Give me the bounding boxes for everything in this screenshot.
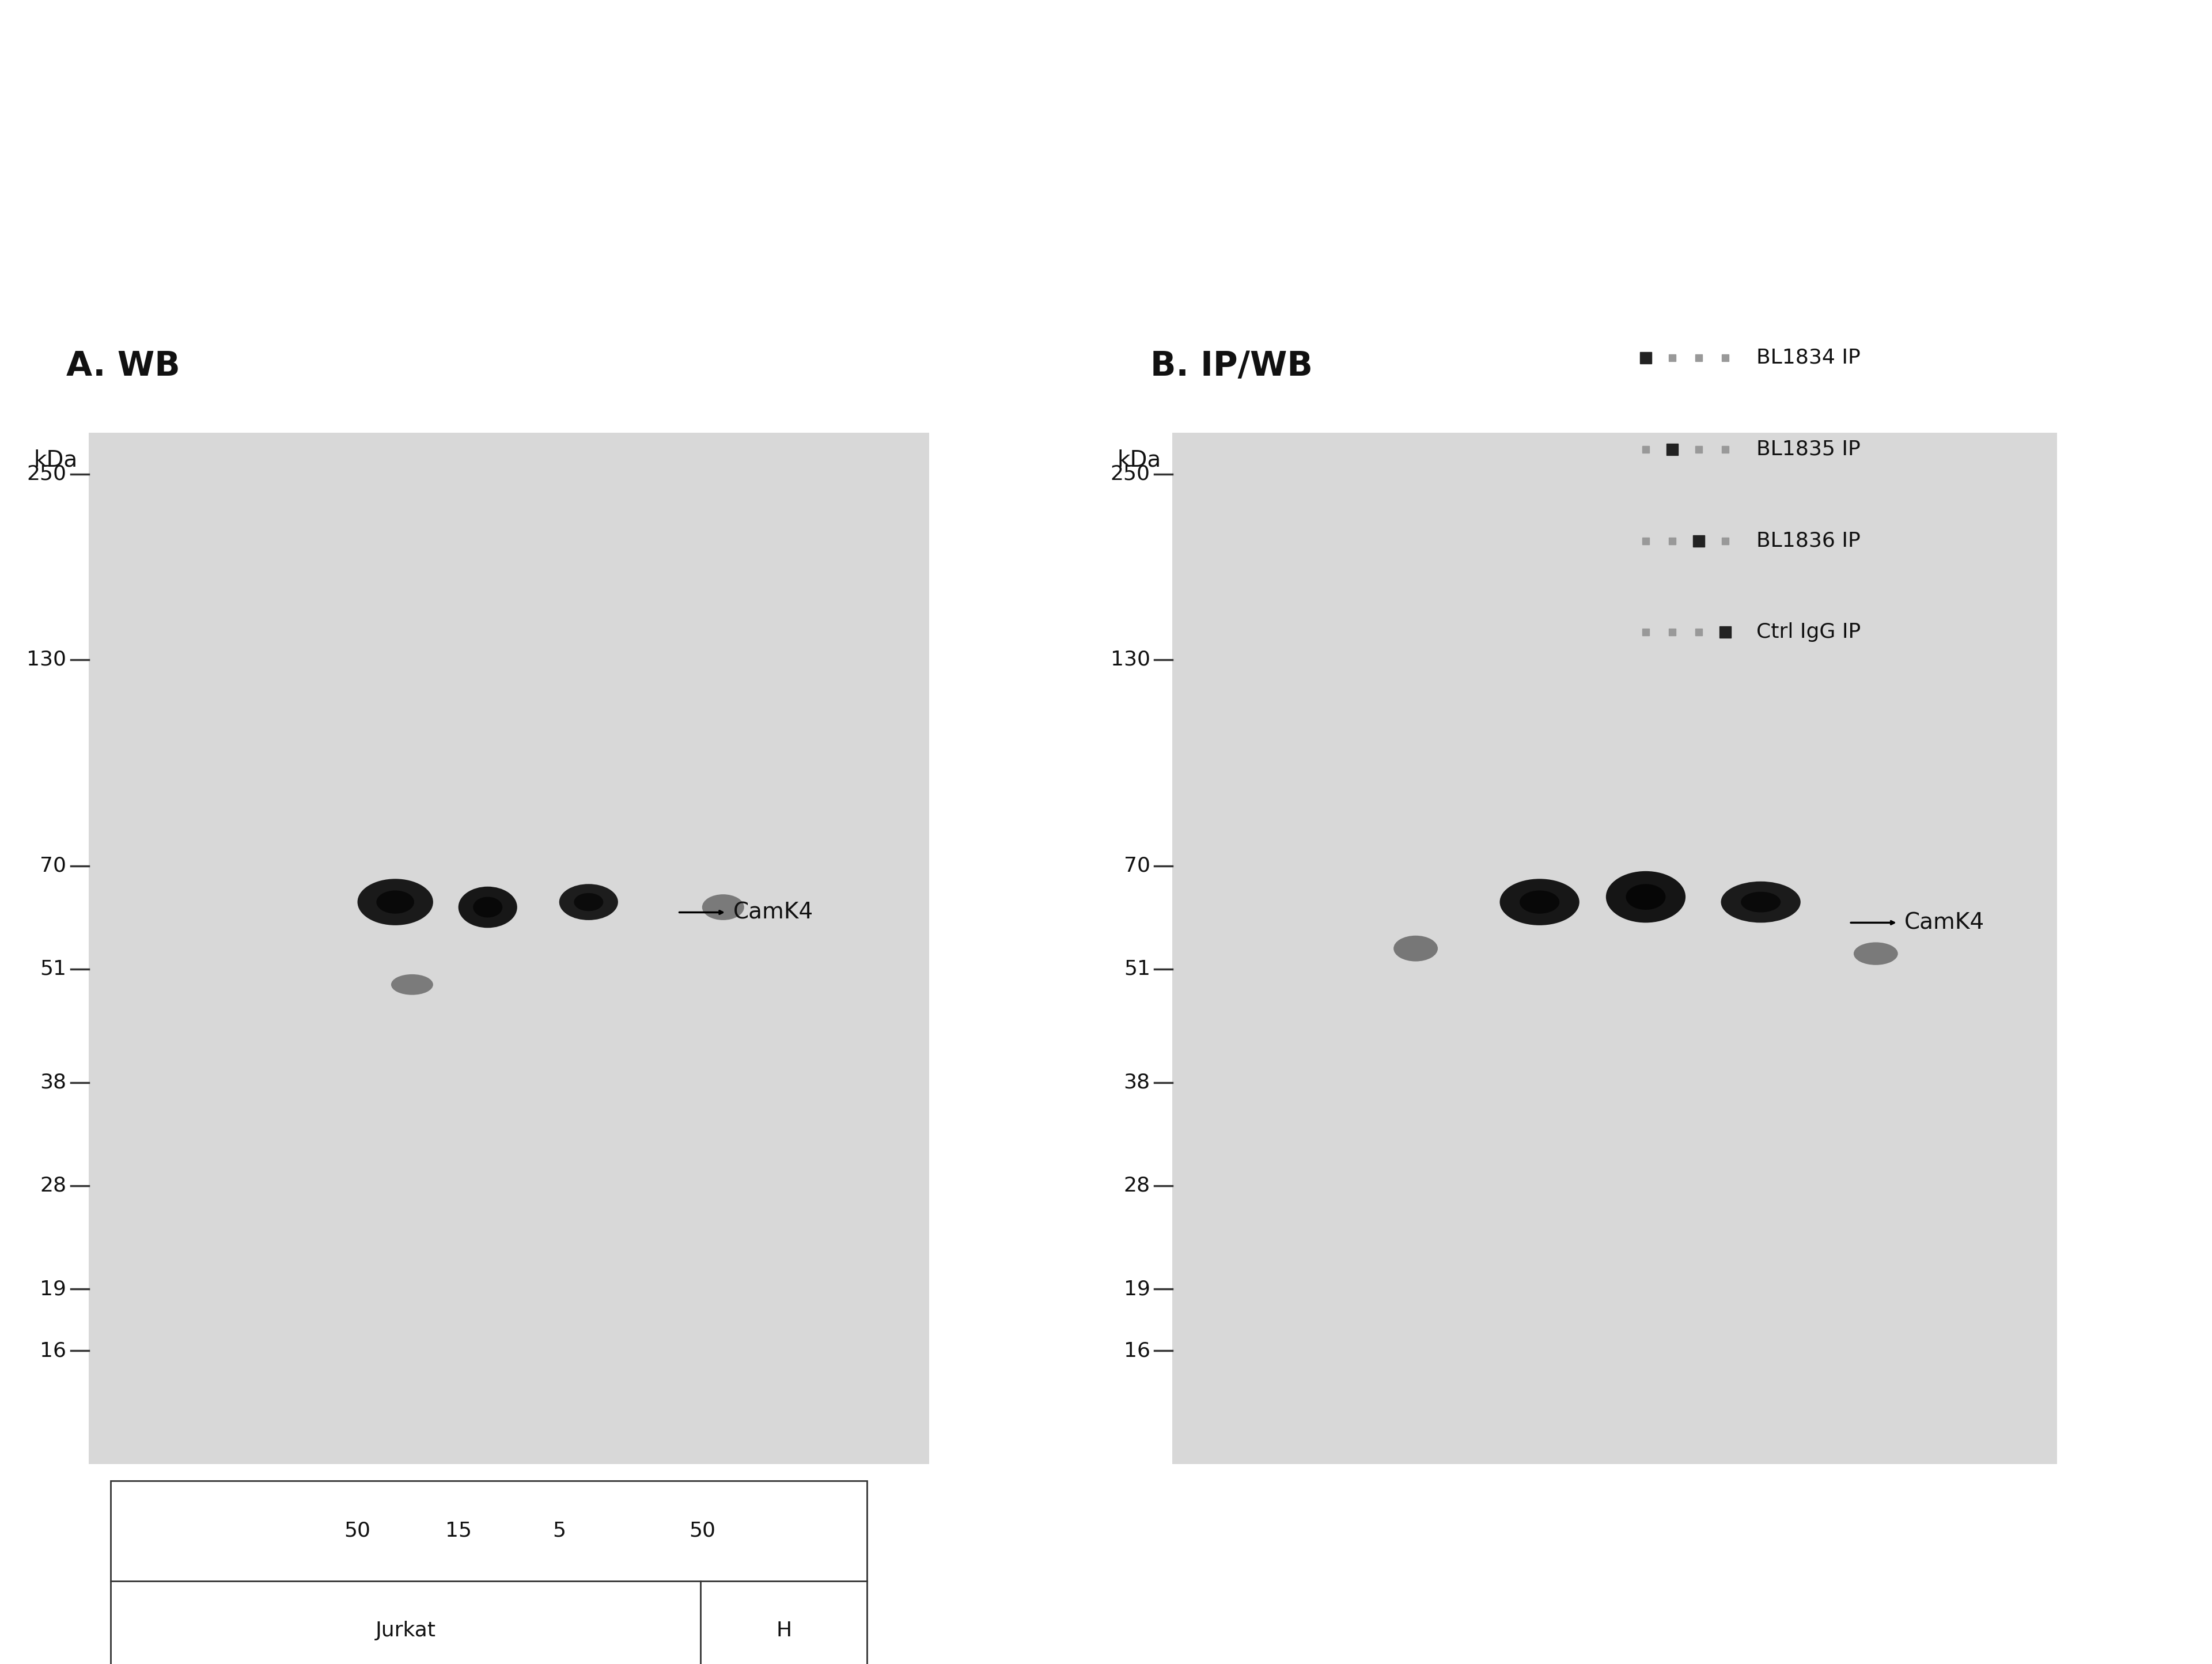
Ellipse shape [376,890,414,914]
Text: CamK4: CamK4 [1905,912,1984,934]
Text: H: H [776,1621,792,1641]
Text: 16: 16 [40,1341,66,1361]
Text: Ctrl IgG IP: Ctrl IgG IP [1756,622,1860,642]
Ellipse shape [1721,882,1801,922]
Text: kDa: kDa [1117,449,1161,471]
Text: kDa: kDa [33,449,77,471]
Text: 15: 15 [445,1521,471,1541]
Ellipse shape [392,973,434,995]
Text: 16: 16 [1124,1341,1150,1361]
Bar [111,1481,867,1664]
Ellipse shape [560,884,617,920]
Text: 28: 28 [40,1176,66,1195]
Text: 19: 19 [40,1280,66,1298]
Ellipse shape [1500,879,1579,925]
Text: 250: 250 [1110,464,1150,484]
Text: 50: 50 [345,1521,372,1541]
Text: BL1835 IP: BL1835 IP [1756,439,1860,459]
Ellipse shape [1854,942,1898,965]
Text: 50: 50 [688,1521,714,1541]
Bar [1172,433,2057,1464]
Ellipse shape [1394,935,1438,962]
Text: 28: 28 [1124,1176,1150,1195]
Text: 5: 5 [553,1521,566,1541]
Text: 19: 19 [1124,1280,1150,1298]
Text: A. WB: A. WB [66,349,179,383]
Text: 70: 70 [40,857,66,875]
Ellipse shape [1606,872,1686,922]
Ellipse shape [473,897,502,917]
Text: 130: 130 [1110,651,1150,669]
Text: 51: 51 [1124,960,1150,978]
Ellipse shape [573,894,604,912]
Text: BL1834 IP: BL1834 IP [1756,348,1860,368]
Text: 38: 38 [1124,1073,1150,1092]
Text: CamK4: CamK4 [732,902,814,924]
Ellipse shape [358,879,434,925]
Text: Jurkat: Jurkat [376,1621,436,1641]
Text: B. IP/WB: B. IP/WB [1150,349,1312,383]
Text: BL1836 IP: BL1836 IP [1756,531,1860,551]
Text: 38: 38 [40,1073,66,1092]
Bar [88,433,929,1464]
Ellipse shape [1626,884,1666,910]
Ellipse shape [458,887,518,929]
Ellipse shape [1520,890,1559,914]
Ellipse shape [701,894,743,920]
Text: 70: 70 [1124,857,1150,875]
Text: 51: 51 [40,960,66,978]
Text: 250: 250 [27,464,66,484]
Ellipse shape [1741,892,1781,912]
Text: 130: 130 [27,651,66,669]
